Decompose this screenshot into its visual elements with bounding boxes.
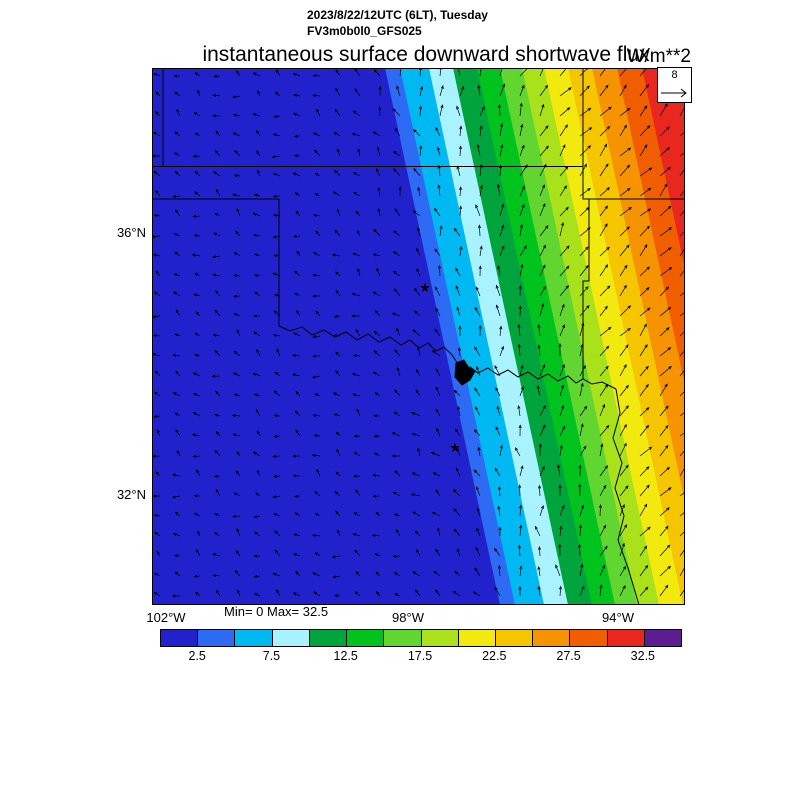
- colorbar-segment: [197, 630, 235, 646]
- city-star-icon: ★: [449, 440, 461, 455]
- lon-label-94w: 94°W: [602, 610, 634, 625]
- colorbar-segment: [234, 630, 272, 646]
- wind-reference-value: 8: [671, 69, 678, 81]
- colorbar-tick-label: 12.5: [333, 649, 358, 663]
- lon-label-102w: 102°W: [146, 610, 186, 625]
- city-star-icon: ★: [419, 280, 431, 295]
- colorbar-tick-label: 22.5: [482, 649, 507, 663]
- colorbar-segment: [494, 630, 533, 646]
- plot-frame: [152, 68, 685, 605]
- map-svg: ★★: [152, 68, 685, 605]
- city-stars: ★★: [419, 280, 461, 455]
- map-plot-area: ★ ★: [152, 68, 685, 605]
- plot-title: instantaneous surface downward shortwave…: [202, 43, 650, 66]
- colorbar-tick-label: 7.5: [262, 649, 281, 663]
- lat-label-36n: 36°N: [116, 225, 146, 240]
- colorbar-segment: [643, 630, 682, 646]
- colorbar-segment: [532, 630, 570, 646]
- field-bands: [152, 68, 685, 605]
- min-max-readout: Min= 0 Max= 32.5: [224, 604, 329, 619]
- colorbar: [160, 629, 682, 647]
- units-label: W/m**2: [626, 46, 691, 67]
- datetime-header: 2023/8/22/12UTC (6LT), Tuesday: [307, 8, 488, 22]
- colorbar-segment: [346, 630, 384, 646]
- wind-reference-box: 8: [657, 67, 692, 103]
- colorbar-segment: [569, 630, 607, 646]
- colorbar-segment: [271, 630, 309, 646]
- colorbar-tick-label: 27.5: [556, 649, 581, 663]
- colorbar-segment: [606, 630, 644, 646]
- wind-reference-arrow-icon: [661, 88, 687, 98]
- colorbar-segment: [161, 630, 198, 646]
- wind-arrows: [152, 68, 685, 598]
- colorbar-tick-label: 2.5: [188, 649, 206, 663]
- colorbar-segment: [420, 630, 458, 646]
- lat-label-32n: 32°N: [116, 487, 146, 502]
- model-header: FV3m0b0l0_GFS025: [307, 24, 422, 38]
- colorbar-segment: [383, 630, 421, 646]
- lon-label-98w: 98°W: [392, 610, 424, 625]
- state-borders: [152, 68, 685, 605]
- colorbar-segment: [457, 630, 495, 646]
- colorbar-tick-label: 32.5: [630, 649, 656, 663]
- colorbar-segment: [308, 630, 347, 646]
- colorbar-tick-label: 17.5: [407, 649, 433, 663]
